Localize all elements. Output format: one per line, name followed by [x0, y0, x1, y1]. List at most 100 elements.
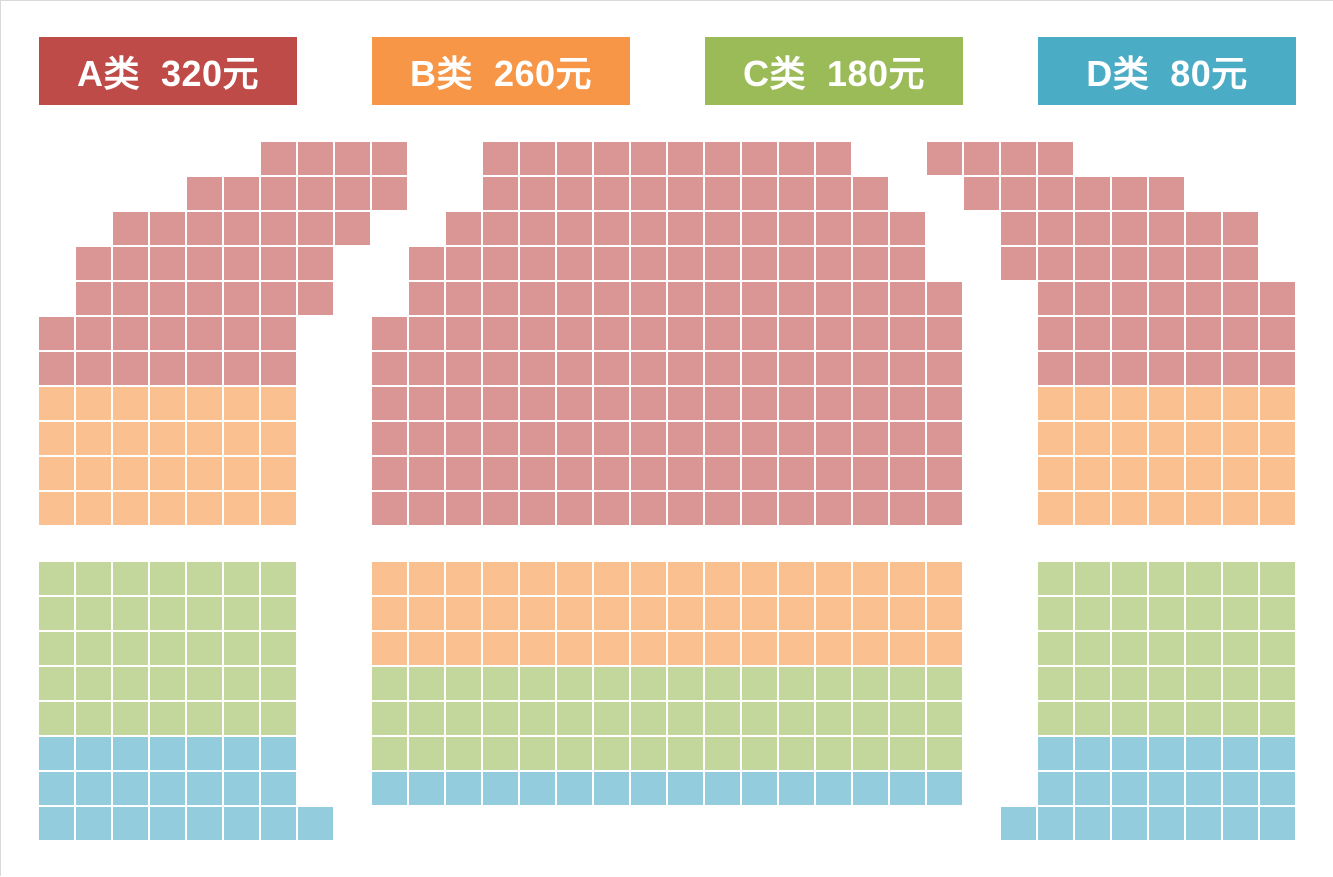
- seat-a[interactable]: [594, 352, 630, 386]
- seat-a[interactable]: [853, 317, 889, 351]
- seat-a[interactable]: [631, 422, 667, 456]
- seat-a[interactable]: [853, 352, 889, 386]
- seat-a[interactable]: [631, 387, 667, 421]
- seat-b[interactable]: [594, 562, 630, 596]
- seat-c[interactable]: [668, 702, 704, 736]
- seat-c[interactable]: [1223, 632, 1259, 666]
- seat-b[interactable]: [1223, 387, 1259, 421]
- seat-b[interactable]: [816, 562, 852, 596]
- seat-b[interactable]: [853, 632, 889, 666]
- seat-a[interactable]: [594, 142, 630, 176]
- seat-d[interactable]: [1149, 737, 1185, 771]
- seat-a[interactable]: [631, 492, 667, 526]
- seat-d[interactable]: [557, 772, 593, 806]
- seat-a[interactable]: [779, 457, 815, 491]
- seat-a[interactable]: [298, 177, 334, 211]
- seat-b[interactable]: [557, 597, 593, 631]
- seat-a[interactable]: [890, 212, 926, 246]
- seat-a[interactable]: [668, 352, 704, 386]
- seat-a[interactable]: [816, 212, 852, 246]
- seat-b[interactable]: [76, 387, 112, 421]
- seat-a[interactable]: [1149, 247, 1185, 281]
- seat-c[interactable]: [113, 632, 149, 666]
- seat-a[interactable]: [557, 177, 593, 211]
- seat-c[interactable]: [890, 702, 926, 736]
- seat-c[interactable]: [742, 702, 778, 736]
- seat-d[interactable]: [224, 807, 260, 841]
- seat-a[interactable]: [1186, 212, 1222, 246]
- seat-d[interactable]: [298, 807, 334, 841]
- seat-a[interactable]: [779, 142, 815, 176]
- seat-a[interactable]: [631, 177, 667, 211]
- seat-b[interactable]: [261, 422, 297, 456]
- seat-d[interactable]: [853, 772, 889, 806]
- seat-b[interactable]: [150, 492, 186, 526]
- seat-d[interactable]: [261, 807, 297, 841]
- seat-a[interactable]: [705, 317, 741, 351]
- seat-b[interactable]: [557, 562, 593, 596]
- seat-a[interactable]: [1260, 317, 1296, 351]
- seat-b[interactable]: [1149, 492, 1185, 526]
- seat-a[interactable]: [39, 317, 75, 351]
- seat-a[interactable]: [557, 282, 593, 316]
- seat-a[interactable]: [1001, 142, 1037, 176]
- seat-d[interactable]: [1112, 737, 1148, 771]
- seat-a[interactable]: [520, 282, 556, 316]
- seat-c[interactable]: [224, 562, 260, 596]
- seat-c[interactable]: [76, 702, 112, 736]
- seat-a[interactable]: [1186, 247, 1222, 281]
- seat-a[interactable]: [1075, 177, 1111, 211]
- seat-a[interactable]: [853, 387, 889, 421]
- seat-a[interactable]: [446, 317, 482, 351]
- seat-d[interactable]: [1038, 807, 1074, 841]
- seat-a[interactable]: [187, 212, 223, 246]
- seat-c[interactable]: [1186, 667, 1222, 701]
- seat-a[interactable]: [779, 177, 815, 211]
- seat-a[interactable]: [187, 352, 223, 386]
- seat-c[interactable]: [816, 737, 852, 771]
- seat-c[interactable]: [187, 667, 223, 701]
- seat-d[interactable]: [39, 807, 75, 841]
- seat-b[interactable]: [890, 632, 926, 666]
- seat-b[interactable]: [927, 632, 963, 666]
- seat-a[interactable]: [890, 422, 926, 456]
- seat-a[interactable]: [927, 352, 963, 386]
- seat-a[interactable]: [890, 457, 926, 491]
- seat-a[interactable]: [631, 212, 667, 246]
- seat-a[interactable]: [1112, 247, 1148, 281]
- seat-b[interactable]: [409, 562, 445, 596]
- seat-b[interactable]: [1186, 457, 1222, 491]
- seat-d[interactable]: [890, 772, 926, 806]
- seat-b[interactable]: [1260, 422, 1296, 456]
- seat-c[interactable]: [150, 562, 186, 596]
- seat-b[interactable]: [1075, 457, 1111, 491]
- seat-a[interactable]: [668, 387, 704, 421]
- seat-b[interactable]: [224, 422, 260, 456]
- seat-b[interactable]: [409, 597, 445, 631]
- seat-b[interactable]: [446, 597, 482, 631]
- seat-a[interactable]: [631, 457, 667, 491]
- seat-c[interactable]: [113, 562, 149, 596]
- seat-c[interactable]: [187, 562, 223, 596]
- seat-c[interactable]: [1038, 597, 1074, 631]
- seat-b[interactable]: [1260, 387, 1296, 421]
- seat-a[interactable]: [557, 247, 593, 281]
- seat-a[interactable]: [1223, 282, 1259, 316]
- seat-b[interactable]: [372, 562, 408, 596]
- seat-a[interactable]: [853, 457, 889, 491]
- seat-b[interactable]: [1149, 387, 1185, 421]
- seat-c[interactable]: [1186, 702, 1222, 736]
- seat-d[interactable]: [76, 772, 112, 806]
- seat-c[interactable]: [409, 737, 445, 771]
- seat-b[interactable]: [1075, 492, 1111, 526]
- seat-c[interactable]: [261, 632, 297, 666]
- seat-b[interactable]: [1223, 492, 1259, 526]
- seat-a[interactable]: [261, 212, 297, 246]
- seat-a[interactable]: [853, 492, 889, 526]
- seat-c[interactable]: [409, 667, 445, 701]
- seat-a[interactable]: [446, 457, 482, 491]
- seat-a[interactable]: [409, 282, 445, 316]
- seat-a[interactable]: [409, 457, 445, 491]
- seat-a[interactable]: [1001, 177, 1037, 211]
- seat-a[interactable]: [520, 352, 556, 386]
